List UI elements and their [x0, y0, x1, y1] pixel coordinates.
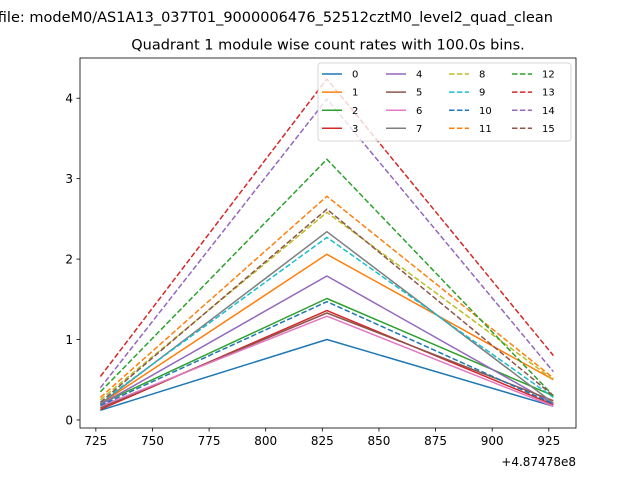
series-layer [99, 78, 554, 412]
series-line-11 [99, 195, 554, 398]
series-line-9 [99, 236, 554, 403]
series-line-0 [100, 338, 554, 412]
x-tick-label: 750 [141, 434, 164, 448]
legend-box [317, 62, 572, 142]
series-line-7 [99, 230, 554, 405]
chart-title: Quadrant 1 module wise count rates with … [131, 38, 525, 54]
legend-label-4: 4 [416, 70, 422, 81]
x-tick-label: 875 [424, 434, 447, 448]
y-tick-label: 0 [65, 413, 73, 427]
x-tick-label: 825 [311, 434, 334, 448]
y-tick-label: 1 [65, 333, 73, 347]
x-tick-label: 900 [481, 434, 504, 448]
legend-label-11: 11 [479, 124, 492, 135]
y-tick-label: 3 [65, 172, 73, 186]
axes-frame [79, 57, 577, 429]
legend-label-14: 14 [542, 106, 555, 117]
legend-label-9: 9 [479, 88, 485, 99]
legend-label-2: 2 [352, 106, 358, 117]
x-tick-label: 850 [368, 434, 391, 448]
y-tick-label: 4 [65, 92, 73, 106]
x-axis-offset-label: +4.87478e8 [501, 455, 576, 469]
legend-label-8: 8 [479, 70, 485, 81]
legend-label-13: 13 [542, 88, 555, 99]
series-line-6 [100, 315, 554, 407]
legend-label-10: 10 [479, 106, 492, 117]
x-tick-label: 725 [84, 434, 107, 448]
legend-label-1: 1 [352, 88, 358, 99]
series-line-2 [100, 297, 554, 405]
x-tick-label: 775 [198, 434, 221, 448]
legend-label-0: 0 [352, 70, 358, 81]
legend-label-7: 7 [416, 124, 422, 135]
y-tick-label: 2 [65, 252, 73, 266]
legend-label-15: 15 [542, 124, 555, 135]
x-tick-label: 800 [254, 434, 277, 448]
series-line-4 [100, 275, 554, 406]
series-line-1 [99, 253, 554, 405]
series-line-15 [99, 208, 554, 403]
legend-label-6: 6 [416, 106, 422, 117]
series-line-10 [100, 300, 554, 407]
legend-label-3: 3 [352, 124, 358, 135]
figure-suptitle: n file: modeM0/AS1A13_037T01_9000006476_… [0, 10, 553, 26]
legend-label-12: 12 [542, 70, 555, 81]
legend-label-5: 5 [416, 88, 422, 99]
series-line-12 [99, 158, 554, 397]
x-tick-label: 925 [537, 434, 560, 448]
